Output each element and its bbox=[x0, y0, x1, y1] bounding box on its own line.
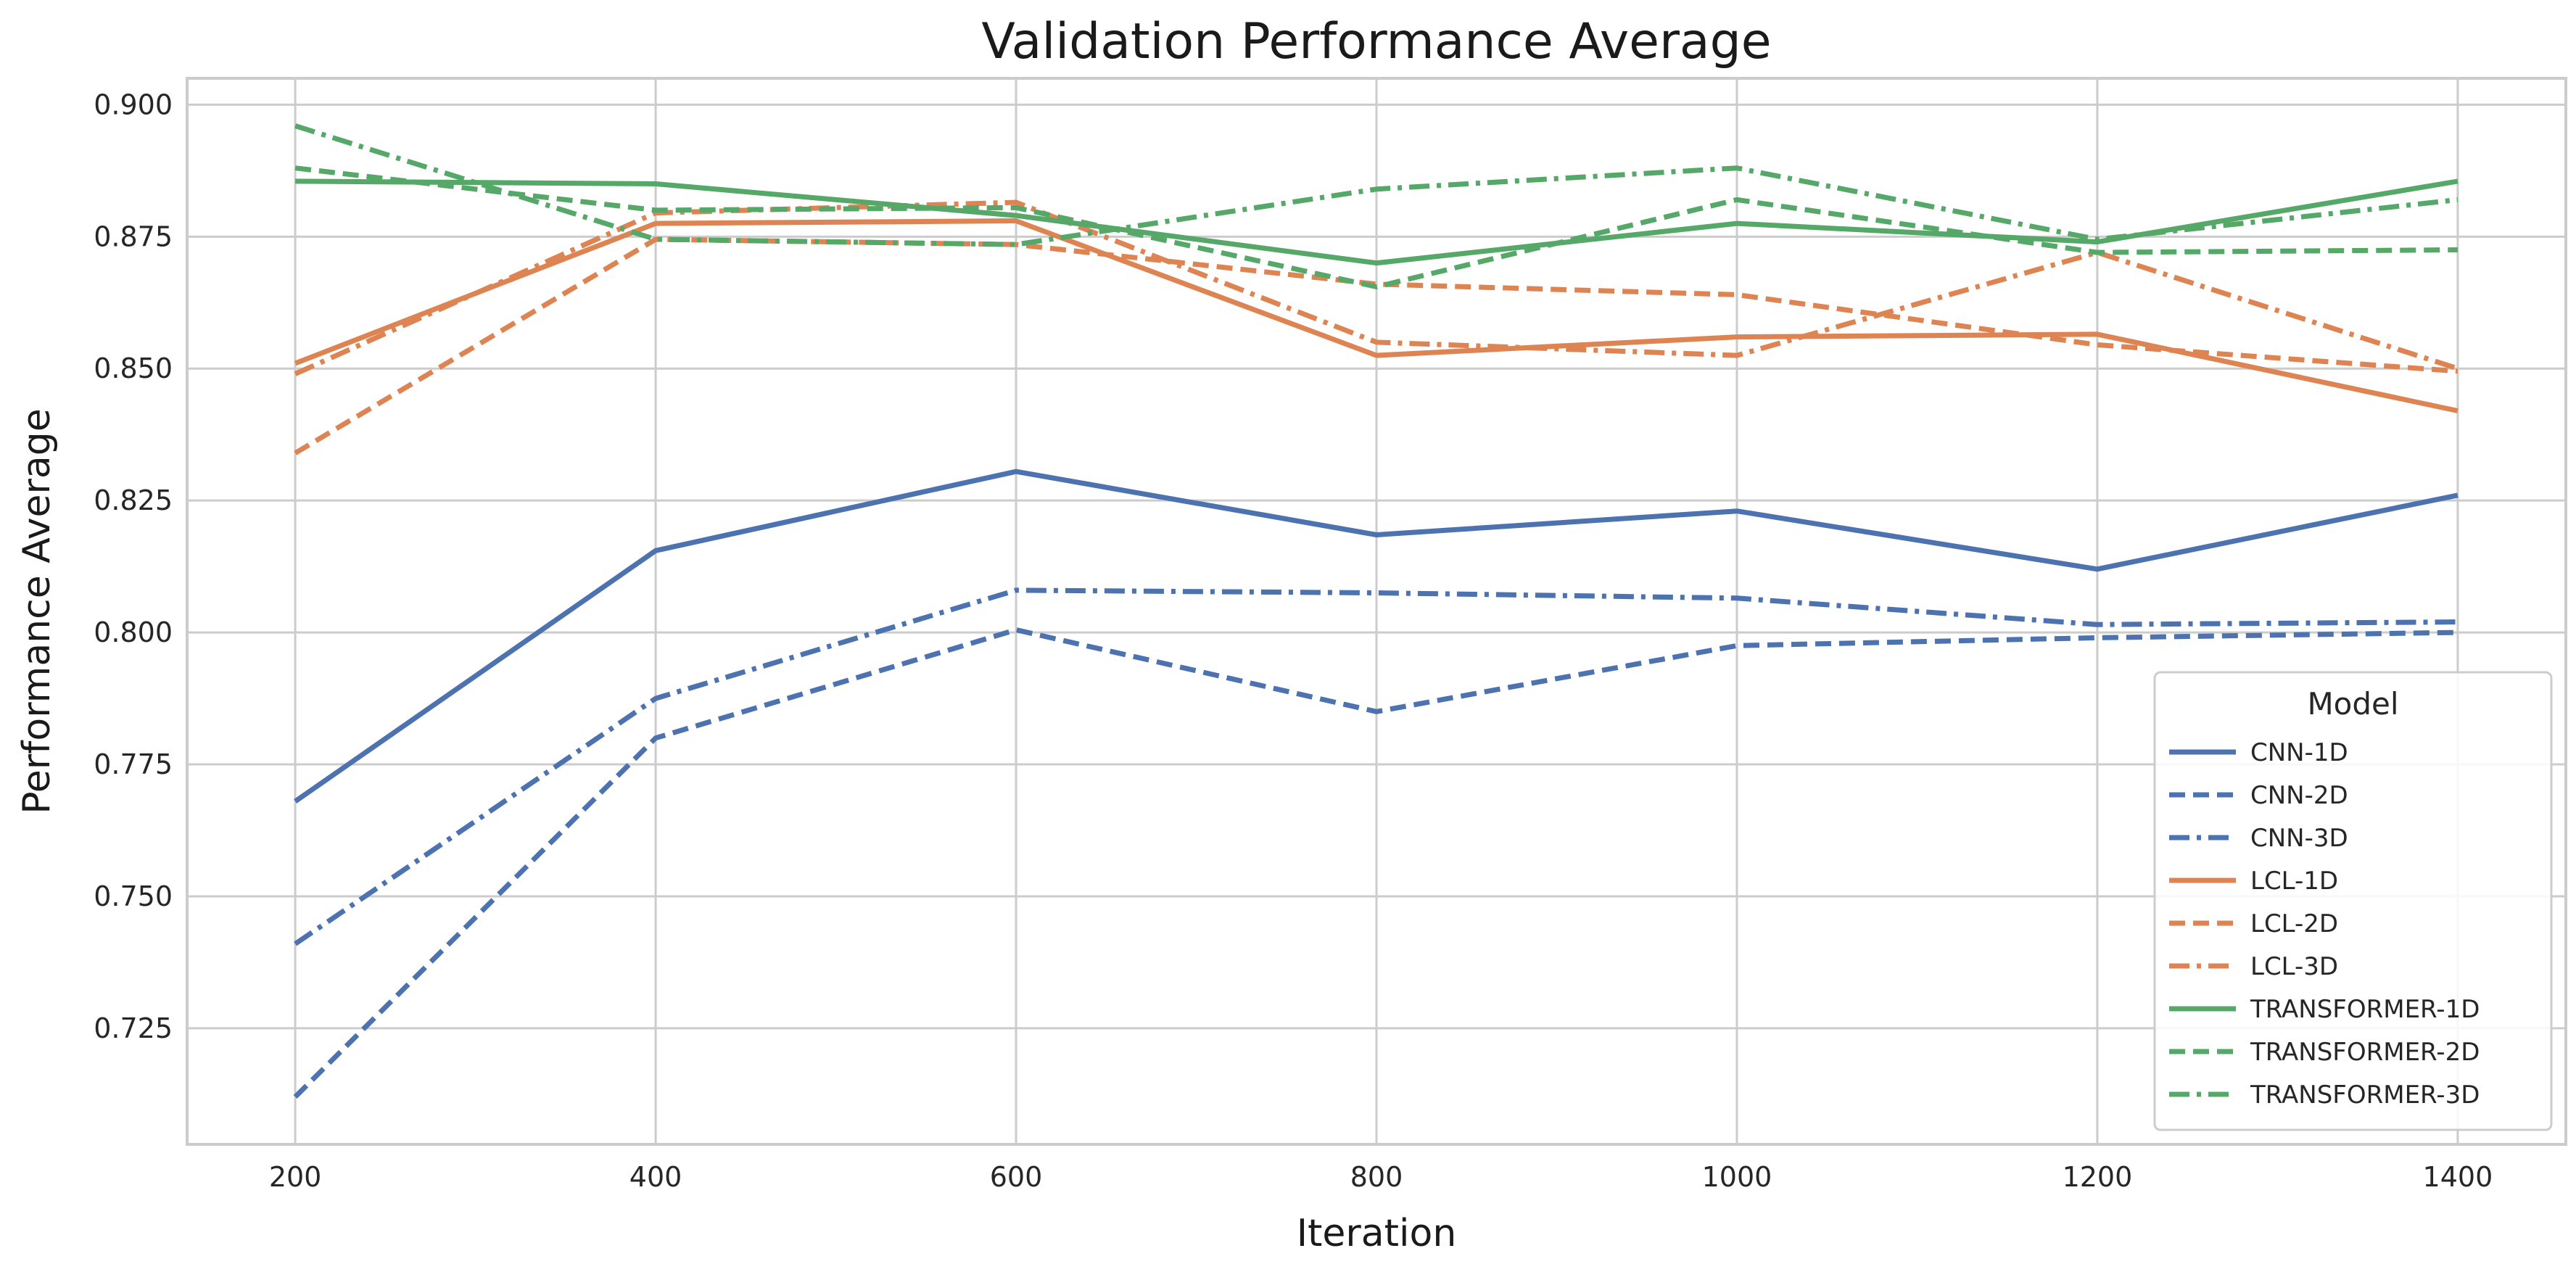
plot-frame bbox=[186, 77, 2567, 1146]
x-tick-label: 1200 bbox=[2063, 1161, 2133, 1193]
y-tick-label: 0.775 bbox=[94, 748, 173, 780]
x-tick-label: 600 bbox=[990, 1161, 1043, 1193]
y-tick-label: 0.875 bbox=[94, 220, 173, 252]
legend-label: TRANSFORMER-3D bbox=[2250, 1081, 2480, 1110]
series-line-transformer-2d bbox=[294, 165, 2458, 289]
y-tick-label: 0.725 bbox=[94, 1012, 173, 1044]
legend-label: LCL-2D bbox=[2250, 909, 2338, 938]
x-tick-label: 1000 bbox=[1702, 1161, 1772, 1193]
y-tick-label: 0.800 bbox=[94, 616, 173, 648]
series-lines bbox=[293, 123, 2459, 1099]
legend-title: Model bbox=[2307, 686, 2398, 722]
y-tick-label: 0.825 bbox=[94, 484, 173, 516]
legend: Model CNN-1D CNN-2D CNN-3D LCL-1D LCL-2D LCL-3… bbox=[2153, 671, 2553, 1131]
legend-label: CNN-1D bbox=[2250, 738, 2348, 767]
series-line-transformer-1d bbox=[295, 178, 2459, 266]
x-axis-label: Iteration bbox=[1297, 1212, 1457, 1255]
x-axis-ticks: 200 400 600 800 1000 1200 1400 bbox=[269, 1161, 2493, 1193]
x-tick-label: 200 bbox=[269, 1161, 322, 1193]
legend-label: CNN-3D bbox=[2250, 824, 2348, 853]
legend-label: TRANSFORMER-1D bbox=[2250, 995, 2480, 1024]
x-tick-label: 400 bbox=[629, 1161, 682, 1193]
series-line-lcl-3d bbox=[294, 199, 2459, 376]
legend-label: LCL-1D bbox=[2250, 867, 2338, 896]
legend-box bbox=[2153, 671, 2553, 1131]
legend-label: TRANSFORMER-2D bbox=[2250, 1038, 2480, 1067]
x-tick-label: 1400 bbox=[2423, 1161, 2493, 1193]
series-line-cnn-1d bbox=[294, 468, 2459, 804]
chart-title: Validation Performance Average bbox=[981, 13, 1771, 70]
x-tick-label: 800 bbox=[1350, 1161, 1403, 1193]
y-axis-label: Performance Average bbox=[15, 408, 59, 814]
series-line-cnn-3d bbox=[294, 587, 2458, 946]
series-line-lcl-1d bbox=[294, 218, 2459, 413]
series-line-lcl-2d bbox=[294, 236, 2459, 455]
y-axis-ticks: 0.725 0.750 0.775 0.800 0.825 0.850 0.875 0.900 bbox=[94, 88, 173, 1044]
legend-label: CNN-2D bbox=[2250, 781, 2348, 810]
series-line-transformer-3d bbox=[294, 123, 2459, 247]
legend-label: LCL-3D bbox=[2250, 952, 2338, 981]
series-line-cnn-2d bbox=[293, 627, 2458, 1099]
y-tick-label: 0.850 bbox=[94, 352, 173, 384]
y-tick-label: 0.900 bbox=[94, 88, 173, 120]
y-tick-label: 0.750 bbox=[94, 880, 173, 912]
